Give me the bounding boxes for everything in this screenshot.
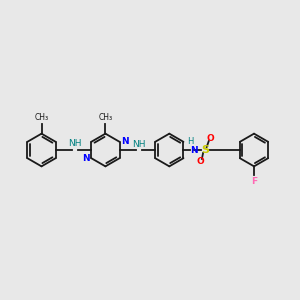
Text: NH: NH — [68, 139, 81, 148]
Text: O: O — [206, 134, 214, 142]
Text: S: S — [201, 145, 209, 155]
Text: O: O — [196, 158, 204, 166]
Text: CH₃: CH₃ — [98, 113, 112, 122]
Text: H: H — [187, 137, 194, 146]
Text: NH: NH — [132, 140, 145, 149]
Text: CH₃: CH₃ — [34, 113, 49, 122]
Text: N: N — [121, 137, 128, 146]
Text: F: F — [252, 177, 258, 186]
Text: N: N — [190, 146, 198, 154]
Text: N: N — [82, 154, 90, 163]
